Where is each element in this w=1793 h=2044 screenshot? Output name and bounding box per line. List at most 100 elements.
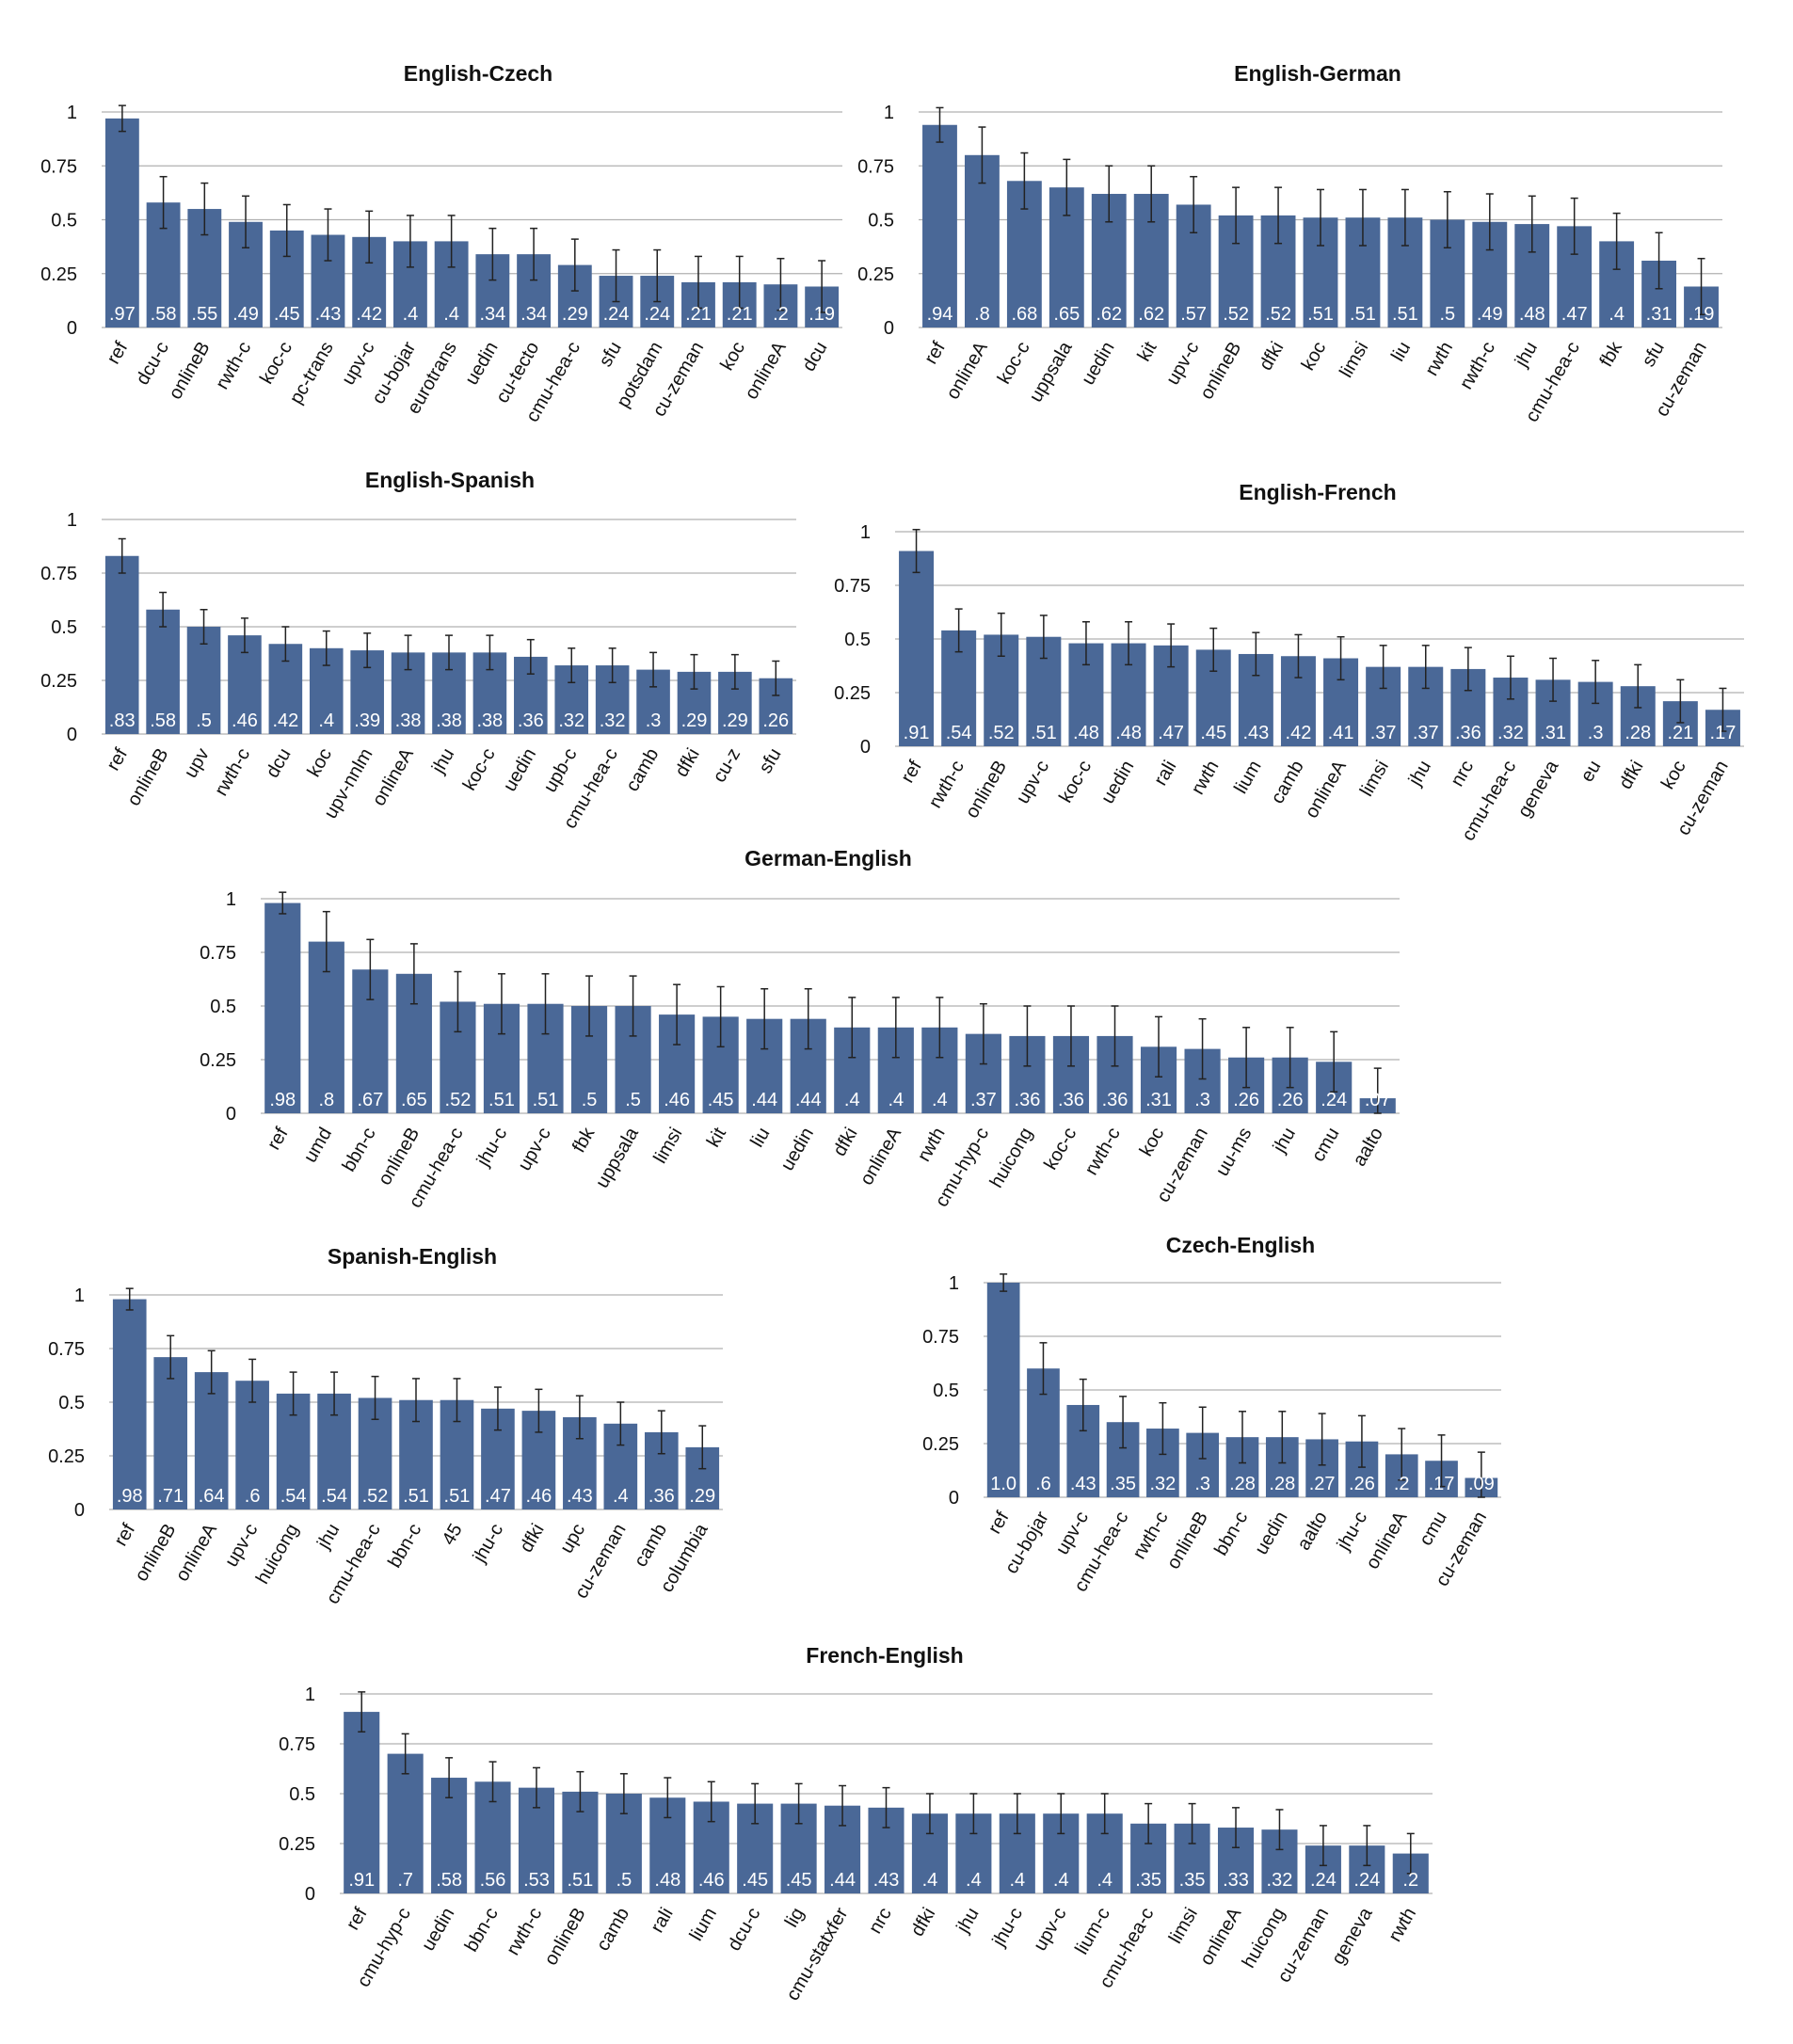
y-tick-label: 0 (949, 1488, 959, 1509)
x-tick-label: ref (110, 1520, 139, 1550)
data-label: .28 (1625, 723, 1651, 743)
data-label: .19 (1689, 304, 1715, 325)
x-tick-label: fbk (568, 1124, 600, 1157)
data-label: .2 (1394, 1474, 1410, 1494)
data-label: .3 (1588, 723, 1604, 743)
x-tick-label: rwth-c (211, 745, 254, 800)
data-label: .38 (395, 711, 422, 731)
y-tick-label: 0 (74, 1500, 85, 1521)
data-label: .65 (401, 1090, 427, 1110)
x-tick-label: lig (781, 1905, 808, 1931)
data-label: .4 (443, 304, 459, 325)
y-tick-label: 1 (67, 510, 77, 531)
bar-cmu-hyp-c (387, 1753, 424, 1893)
y-tick-label: 0.75 (40, 564, 77, 584)
data-label: .49 (1477, 304, 1503, 325)
data-label: .28 (1229, 1474, 1256, 1494)
y-tick-label: 0.5 (933, 1381, 959, 1401)
x-tick-label: uppsala (1026, 338, 1078, 406)
x-tick-label: upv-c (1013, 758, 1054, 807)
x-tick-label: rali (647, 1905, 677, 1937)
y-tick-label: 0.75 (200, 943, 236, 964)
data-label: .51 (488, 1090, 515, 1110)
chart-title: English-Spanish (365, 468, 535, 492)
data-label: .58 (150, 711, 176, 731)
y-tick-label: 0 (67, 318, 77, 339)
data-label: .54 (321, 1486, 347, 1507)
x-tick-label: bbn-c (1210, 1509, 1252, 1559)
y-tick-label: 0.75 (48, 1339, 85, 1360)
x-tick-label: sfu (595, 339, 625, 371)
x-tick-label: rwth-c (925, 758, 969, 812)
chart-1: English-German 0 0.25 0.5 0.75 1 .94 ref .8 onlin… (857, 61, 1722, 425)
x-tick-label: uppsala (592, 1124, 644, 1191)
data-label: .3 (1194, 1474, 1210, 1494)
x-tick-label: aalto (1349, 1125, 1387, 1171)
y-tick-label: 1 (74, 1285, 85, 1306)
x-tick-label: liu (746, 1125, 774, 1151)
data-label: .48 (654, 1870, 680, 1891)
x-tick-label: rwth (1188, 758, 1224, 799)
x-tick-label: onlineB (375, 1125, 424, 1190)
data-label: .36 (1102, 1090, 1129, 1110)
bar-ref (922, 124, 957, 327)
data-label: .24 (644, 304, 670, 325)
x-tick-label: rwth-c (1456, 339, 1499, 393)
x-tick-label: koc-c (994, 339, 1034, 388)
data-label: .44 (795, 1090, 822, 1110)
x-tick-label: koc (716, 339, 749, 375)
data-label: .45 (1200, 723, 1226, 743)
x-tick-label: ref (264, 1124, 293, 1154)
data-label: .38 (477, 711, 504, 731)
y-tick-label: 1 (884, 103, 894, 123)
x-tick-label: jhu (1511, 339, 1542, 372)
bar-ref (104, 555, 139, 734)
data-label: .94 (927, 304, 953, 325)
y-tick-label: 0.75 (279, 1734, 315, 1755)
data-label: .51 (444, 1486, 471, 1507)
bar-onlineA (964, 154, 1000, 327)
x-tick-label: sfu (1639, 339, 1669, 371)
chart-title: English-Czech (404, 61, 552, 86)
data-label: .97 (109, 304, 136, 325)
data-label: .19 (808, 304, 835, 325)
x-tick-label: onlineB (165, 339, 214, 404)
x-tick-label: jhu (1404, 758, 1435, 790)
data-label: .31 (1646, 304, 1673, 325)
data-label: .54 (946, 723, 972, 743)
data-label: .48 (1115, 723, 1142, 743)
x-tick-label: onlineA (1301, 757, 1351, 822)
bar-ref (264, 902, 301, 1113)
x-tick-label: uedin (500, 745, 541, 795)
data-label: .09 (1468, 1474, 1495, 1494)
x-tick-label: 45 (439, 1521, 467, 1549)
data-label: .57 (1180, 304, 1207, 325)
x-tick-label: limsi (649, 1125, 686, 1168)
x-tick-label: rwth-c (1129, 1509, 1172, 1563)
data-label: .91 (348, 1870, 375, 1891)
x-tick-label: lium-c (1071, 1905, 1114, 1958)
data-label: .45 (708, 1090, 734, 1110)
bar-ref (104, 118, 139, 328)
y-tick-label: 0.5 (210, 997, 236, 1017)
y-tick-label: 0.25 (922, 1434, 959, 1455)
x-tick-label: upv (181, 745, 214, 782)
data-label: .35 (1179, 1870, 1206, 1891)
bar-ref (112, 1299, 147, 1509)
data-label: .4 (932, 1090, 948, 1110)
data-label: .36 (518, 711, 544, 731)
data-label: .51 (533, 1090, 559, 1110)
x-tick-label: jhu (953, 1905, 984, 1938)
x-tick-label: upc (556, 1521, 589, 1557)
data-label: .37 (1413, 723, 1439, 743)
data-label: .51 (1307, 304, 1334, 325)
x-tick-label: ref (921, 338, 950, 368)
data-label: .91 (904, 723, 930, 743)
chart-title: Czech-English (1166, 1233, 1315, 1257)
x-tick-label: jhu (1269, 1125, 1300, 1158)
chart-title: Spanish-English (328, 1244, 497, 1269)
data-label: .29 (562, 304, 588, 325)
x-tick-label: camb (631, 1521, 672, 1571)
x-tick-label: onlineB (540, 1905, 589, 1970)
y-tick-label: 0.25 (857, 264, 894, 285)
